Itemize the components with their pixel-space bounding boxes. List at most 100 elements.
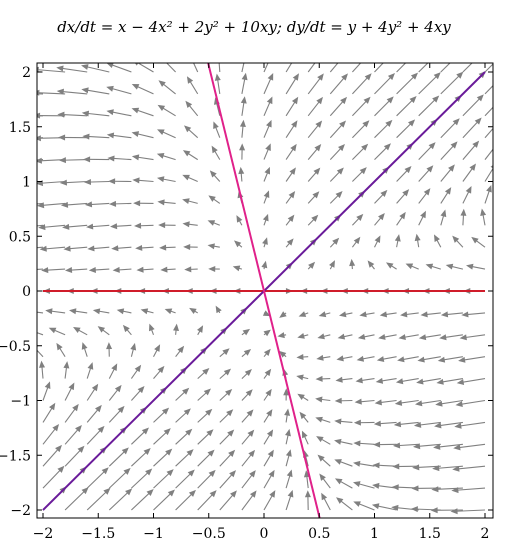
field-arrow <box>484 148 493 160</box>
field-arrow <box>329 143 345 160</box>
field-arrow <box>42 465 65 489</box>
field-arrow <box>379 311 397 318</box>
field-arrow <box>334 459 353 467</box>
field-arrow <box>394 234 401 248</box>
field-arrow <box>279 311 287 318</box>
field-arrow <box>425 263 441 270</box>
field-arrow <box>396 189 410 204</box>
field-arrow <box>219 348 230 358</box>
field-arrow <box>81 64 110 73</box>
field-arrow <box>374 399 397 406</box>
field-arrow <box>263 449 274 467</box>
field-arrow <box>307 191 320 204</box>
field-arrow <box>153 365 165 379</box>
field-arrow <box>158 222 176 229</box>
field-arrow <box>263 72 274 95</box>
field-arrow <box>60 201 88 208</box>
field-arrow <box>285 238 294 248</box>
field-arrow <box>462 94 484 117</box>
field-arrow <box>153 489 175 511</box>
field-arrow <box>317 454 331 467</box>
field-arrow <box>356 355 375 362</box>
field-arrow <box>435 399 463 407</box>
field-arrow <box>197 469 216 489</box>
field-arrow <box>106 85 132 95</box>
field-arrow <box>434 421 463 429</box>
field-arrow <box>42 402 56 423</box>
field-arrow <box>307 63 316 73</box>
field-arrow <box>484 165 493 182</box>
field-arrow <box>352 481 375 489</box>
field-arrow <box>354 398 375 405</box>
field-arrow <box>321 492 331 511</box>
field-arrow <box>92 308 110 315</box>
field-arrow <box>241 389 253 401</box>
field-arrow <box>241 490 257 511</box>
field-arrow <box>131 131 154 139</box>
field-arrow <box>131 427 149 445</box>
field-arrow <box>418 63 429 73</box>
x-tick-label: −1 <box>143 526 164 542</box>
field-arrow <box>241 429 255 445</box>
field-arrow <box>37 202 66 209</box>
field-arrow <box>462 63 473 73</box>
field-arrow <box>392 463 419 470</box>
field-arrow <box>197 388 211 401</box>
field-arrow <box>316 354 331 361</box>
field-arrow <box>484 106 493 117</box>
field-arrow <box>197 449 215 467</box>
field-arrow <box>480 208 487 226</box>
field-arrow <box>453 443 486 451</box>
field-arrow <box>319 473 331 489</box>
field-arrow <box>182 174 198 183</box>
field-arrow <box>156 152 176 161</box>
field-arrow <box>462 140 480 160</box>
field-arrow <box>186 76 199 95</box>
field-arrow <box>462 163 476 182</box>
field-arrow <box>371 503 397 511</box>
field-arrow <box>376 356 397 363</box>
field-arrow <box>329 260 335 270</box>
field-arrow <box>351 63 362 73</box>
field-arrow <box>219 388 233 401</box>
field-arrow <box>37 224 44 227</box>
field-arrow <box>197 367 210 380</box>
field-arrow <box>263 429 274 445</box>
field-arrow <box>461 311 486 318</box>
field-arrow <box>64 445 85 467</box>
field-arrow <box>462 186 472 204</box>
field-arrow <box>158 80 176 95</box>
field-arrow <box>73 327 88 336</box>
field-arrow <box>378 333 397 340</box>
field-arrow <box>64 424 82 445</box>
field-arrow <box>297 332 309 339</box>
field-arrow <box>263 348 271 358</box>
field-arrow <box>396 72 419 95</box>
field-arrow <box>433 443 463 450</box>
field-arrow <box>400 311 419 318</box>
field-arrow <box>241 449 256 467</box>
field-arrow <box>175 387 190 401</box>
field-arrow <box>440 209 447 226</box>
field-arrow <box>153 344 161 357</box>
field-arrow <box>37 246 44 249</box>
field-arrow <box>239 143 246 160</box>
field-arrow <box>484 127 493 139</box>
y-tick-label: −1 <box>10 394 31 410</box>
field-arrow <box>334 397 353 404</box>
field-arrow <box>352 213 364 226</box>
field-arrow <box>413 443 441 450</box>
field-arrow <box>86 404 102 423</box>
field-arrow <box>213 121 221 138</box>
field-arrow <box>131 83 154 95</box>
field-arrow <box>451 487 486 494</box>
field-arrow <box>352 96 371 117</box>
field-arrow <box>352 120 370 139</box>
field-arrow <box>452 465 486 472</box>
field-arrow <box>157 199 176 206</box>
field-arrow <box>450 508 486 515</box>
field-arrow <box>111 245 132 252</box>
field-arrow <box>64 487 89 511</box>
field-arrow <box>182 221 198 228</box>
